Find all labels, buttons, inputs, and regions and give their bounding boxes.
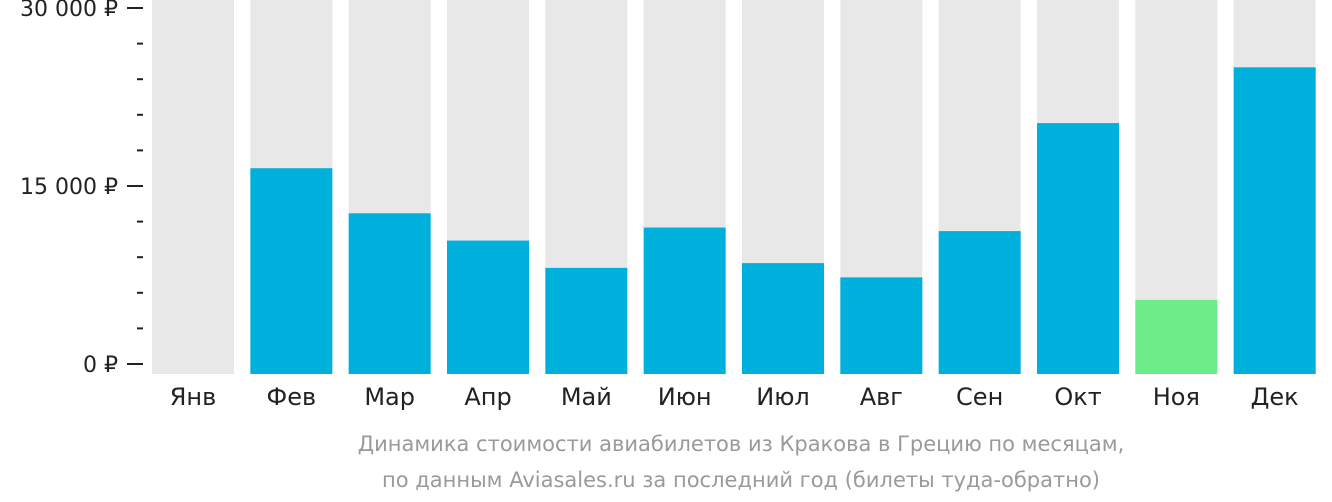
x-tick-label: Дек (1251, 383, 1299, 411)
bar-12 (1233, 67, 1316, 374)
x-tick-label: Янв (170, 383, 217, 411)
bar-7 (742, 263, 824, 374)
x-tick-label: Авг (860, 383, 903, 411)
x-tick-label: Фев (267, 383, 317, 411)
y-axis: 0 ₽ 15 000 ₽ 30 000 ₽ (20, 0, 143, 378)
bar-3 (348, 213, 431, 374)
x-tick-label: Июл (756, 383, 810, 411)
chart-caption-line-1: Динамика стоимости авиабилетов из Краков… (357, 432, 1125, 456)
x-tick-label: Июн (658, 383, 712, 411)
bar-5 (545, 267, 628, 374)
bar-11 (1135, 299, 1218, 374)
x-tick-label: Апр (464, 383, 511, 411)
price-bar-chart: 0 ₽ 15 000 ₽ 30 000 ₽ Янв Фев Мар Апр Май Июн Ию… (20, 0, 1316, 411)
bar-10 (1037, 123, 1119, 375)
x-tick-label: Май (561, 383, 612, 411)
x-tick-label: Сен (956, 383, 1003, 411)
y-tick-label: 15 000 ₽ (20, 175, 118, 200)
x-tick-label: Ноя (1153, 383, 1200, 411)
bar-6 (643, 227, 726, 374)
bar-4 (447, 240, 529, 374)
bar-2 (250, 168, 333, 374)
y-tick-label: 30 000 ₽ (20, 0, 118, 22)
bar-9 (938, 231, 1021, 374)
bar-8 (840, 277, 923, 374)
x-tick-label: Мар (364, 383, 415, 411)
bars (152, 0, 1316, 375)
x-axis: Янв Фев Мар Апр Май Июн Июл Авг Сен Окт Ноя Дек (170, 383, 1299, 411)
bar-background (152, 0, 234, 374)
chart-caption-line-2: по данным Aviasales.ru за последний год … (382, 468, 1100, 492)
y-tick-label: 0 ₽ (83, 353, 118, 378)
x-tick-label: Окт (1054, 383, 1101, 411)
